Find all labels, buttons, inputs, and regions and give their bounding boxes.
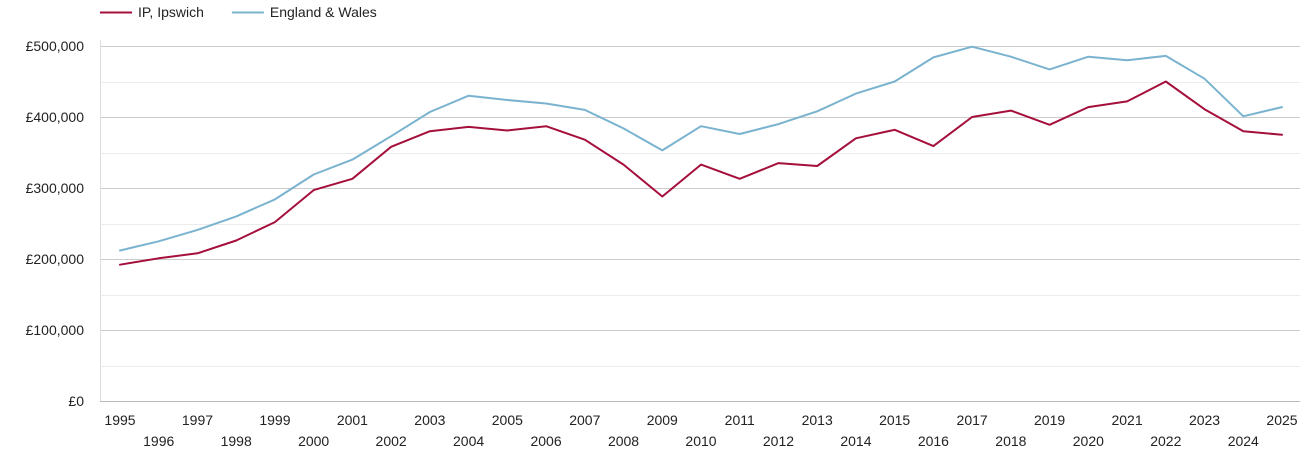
x-tick-label: 2016 xyxy=(918,433,949,449)
x-tick-label: 2000 xyxy=(298,433,329,449)
y-tick-label: £100,000 xyxy=(26,322,85,338)
x-tick-label: 2010 xyxy=(685,433,716,449)
x-tick-label: 2021 xyxy=(1111,412,1142,428)
x-tick-label: 1999 xyxy=(259,412,290,428)
y-tick-label: £0 xyxy=(68,393,84,409)
x-tick-label: 1997 xyxy=(182,412,213,428)
x-tick-label: 2014 xyxy=(840,433,871,449)
gridlines xyxy=(100,40,1300,402)
x-tick-label: 2019 xyxy=(1034,412,1065,428)
x-tick-label: 2007 xyxy=(569,412,600,428)
y-axis-tick-labels: £0 £100,000 £200,000 £300,000 £400,000 £500,0… xyxy=(26,38,85,409)
legend-label: IP, Ipswich xyxy=(138,4,204,20)
y-tick-label: £300,000 xyxy=(26,180,85,196)
x-tick-label: 2005 xyxy=(492,412,523,428)
x-tick-label: 2009 xyxy=(647,412,678,428)
x-tick-label: 2003 xyxy=(414,412,445,428)
x-tick-label: 2020 xyxy=(1073,433,1104,449)
x-tick-label: 2006 xyxy=(530,433,561,449)
legend: IP, Ipswich England & Wales xyxy=(100,4,377,20)
y-tick-label: £400,000 xyxy=(26,109,85,125)
series-line-england-wales xyxy=(119,45,1283,252)
x-tick-label: 2013 xyxy=(802,412,833,428)
x-tick-label: 2001 xyxy=(337,412,368,428)
x-tick-label: 1998 xyxy=(221,433,252,449)
x-tick-label: 1995 xyxy=(104,412,135,428)
x-tick-label: 2023 xyxy=(1189,412,1220,428)
y-tick-label: £500,000 xyxy=(26,38,85,54)
x-tick-label: 2018 xyxy=(995,433,1026,449)
series-lines xyxy=(119,45,1283,266)
x-tick-label: 2012 xyxy=(763,433,794,449)
x-tick-label: 2022 xyxy=(1150,433,1181,449)
x-tick-label: 2025 xyxy=(1266,412,1297,428)
x-tick-label: 2004 xyxy=(453,433,484,449)
x-tick-label: 2011 xyxy=(725,412,755,428)
x-tick-label: 2015 xyxy=(879,412,910,428)
x-tick-label: 2002 xyxy=(376,433,407,449)
x-tick-label: 2008 xyxy=(608,433,639,449)
x-tick-label: 2024 xyxy=(1228,433,1259,449)
series-line-ip-ipswich xyxy=(119,80,1283,266)
y-tick-label: £200,000 xyxy=(26,251,85,267)
x-tick-label: 1996 xyxy=(143,433,174,449)
legend-label: England & Wales xyxy=(270,4,377,20)
x-tick-label: 2017 xyxy=(957,412,988,428)
x-axis-tick-labels: 1995 1996 1997 1998 1999 2000 2001 2002 2003 2004… xyxy=(104,412,1297,449)
